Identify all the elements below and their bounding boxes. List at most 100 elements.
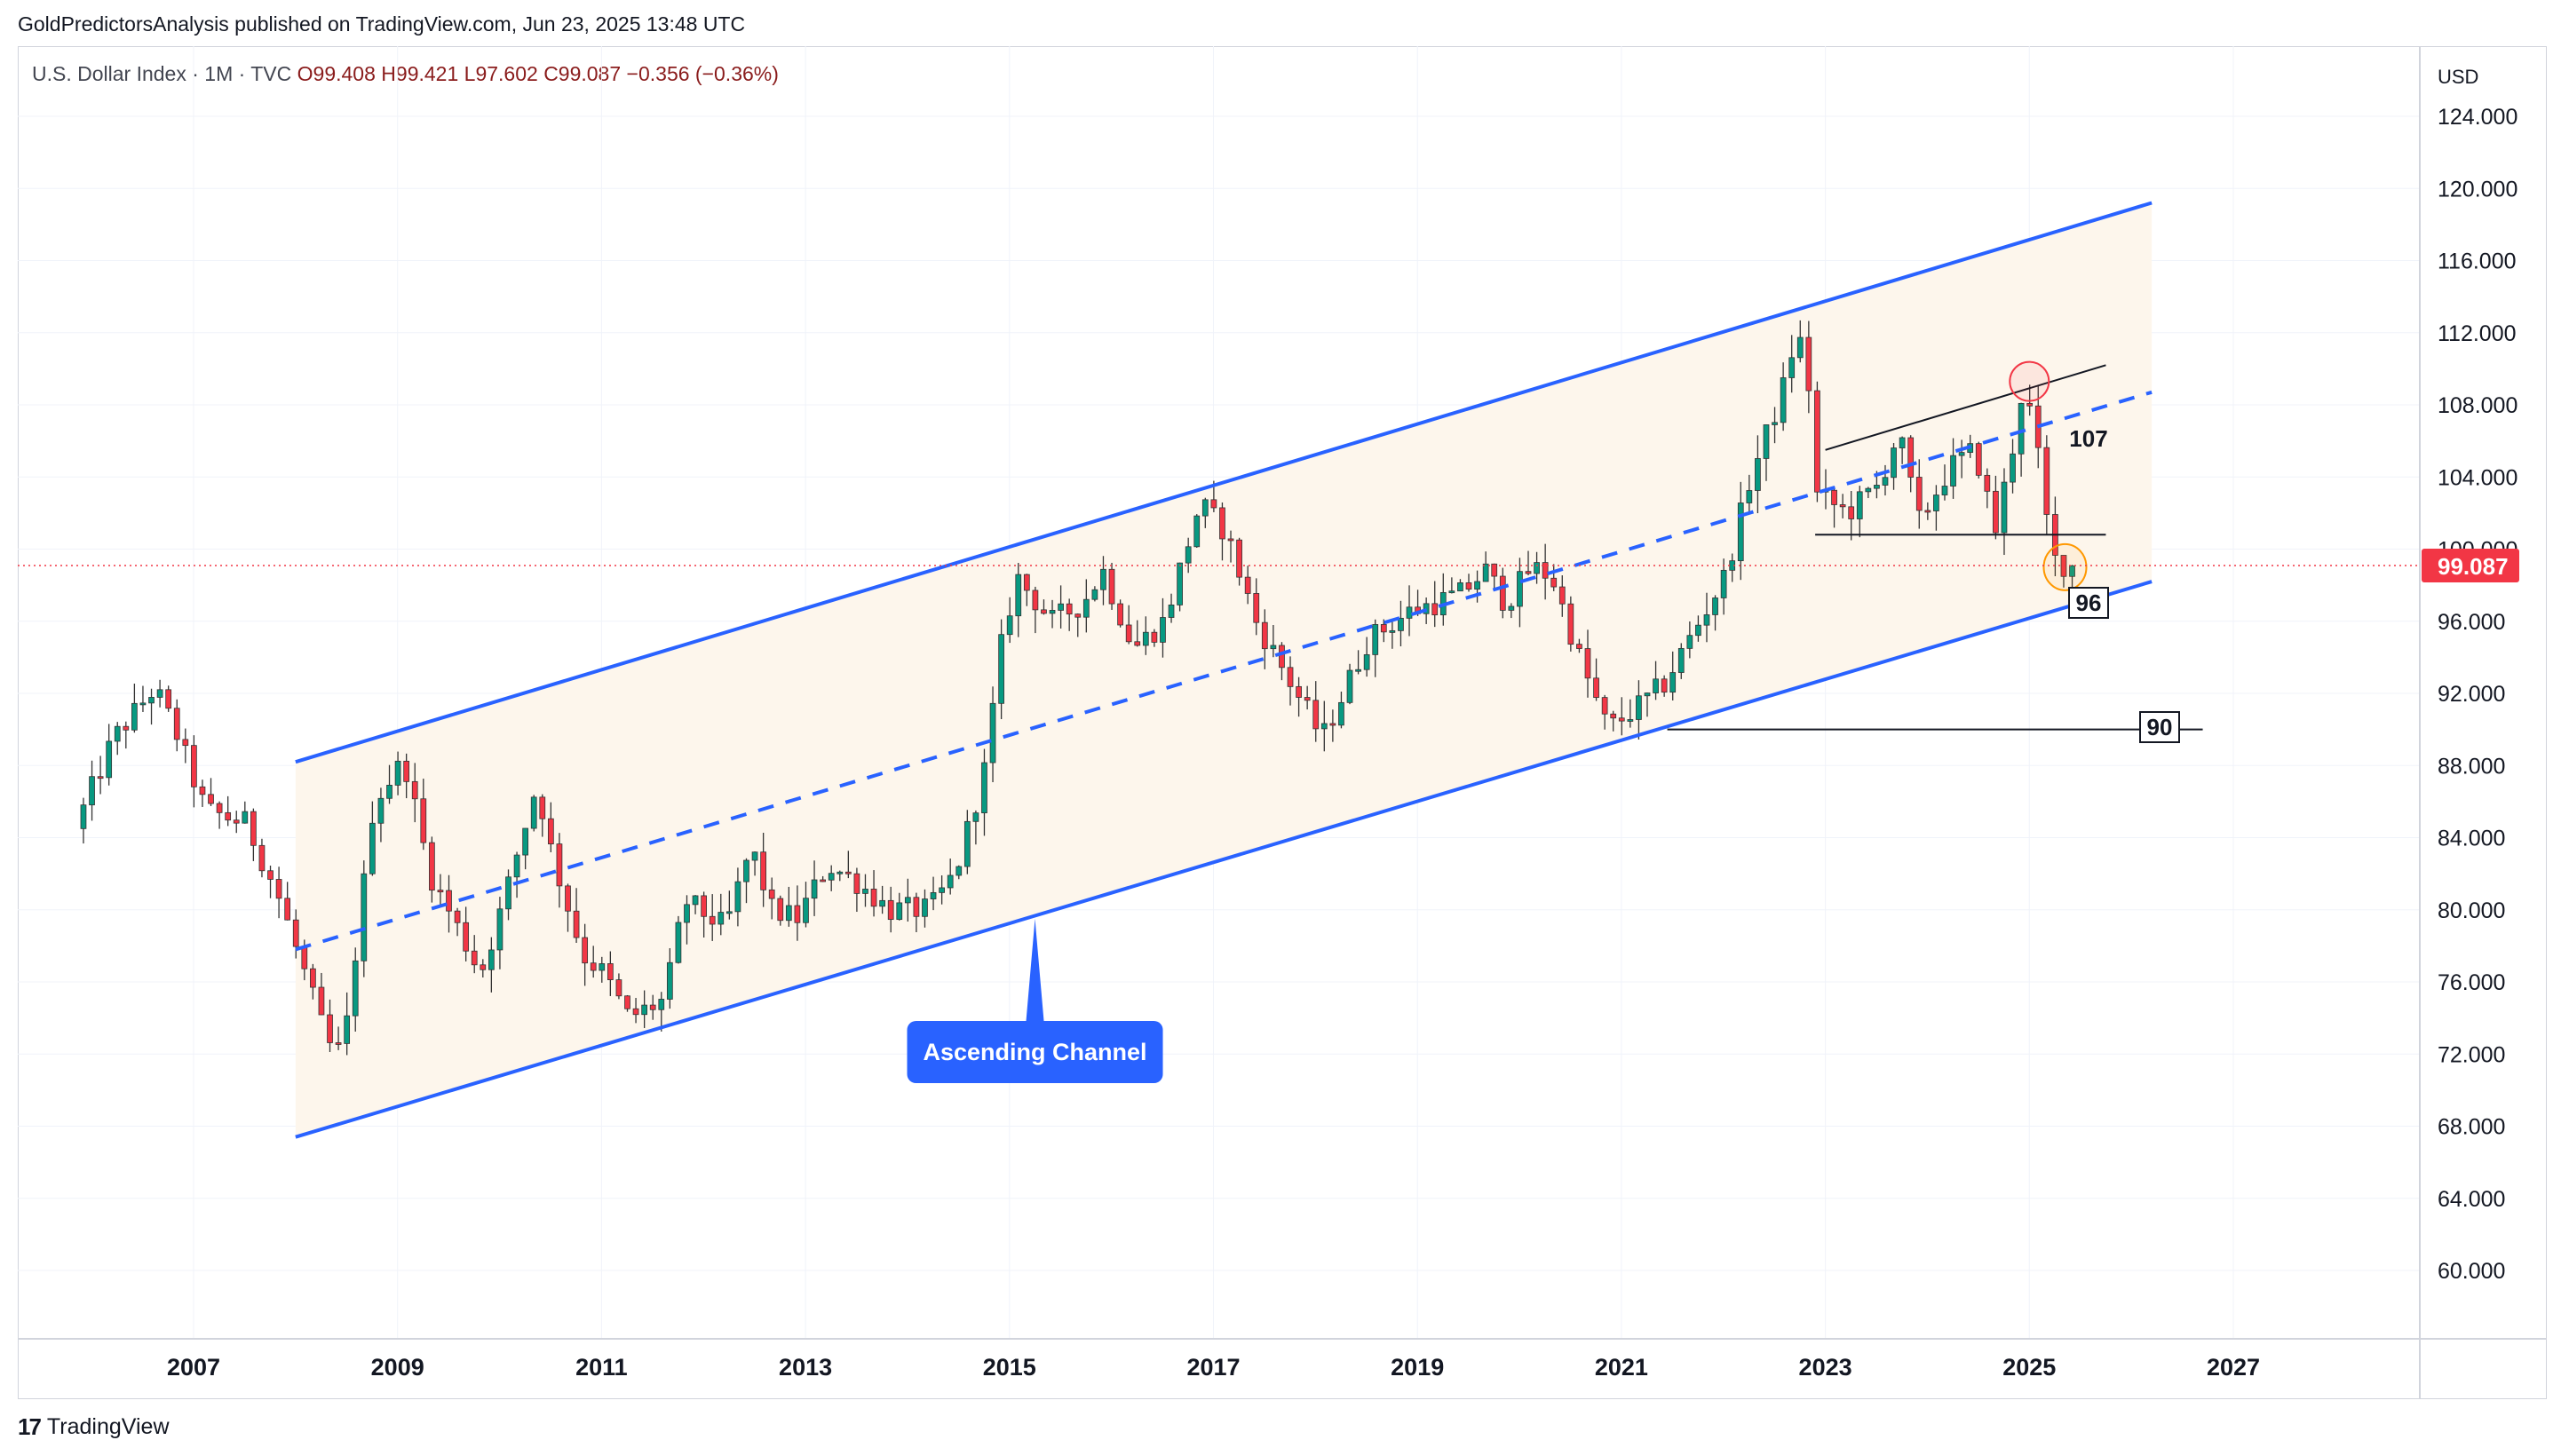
candle-body (1160, 617, 1166, 643)
candle-body (1346, 669, 1353, 703)
y-tick-label: 88.000 (2438, 754, 2505, 779)
candles (80, 320, 2075, 1056)
candle-body (1372, 624, 1379, 655)
candle-body (2069, 565, 2075, 577)
candle-body (1788, 357, 1796, 378)
candle-body (666, 961, 673, 1000)
candle-body (139, 702, 147, 706)
candle-body (1661, 678, 1668, 693)
candle-body (225, 811, 232, 821)
candle-body (267, 870, 274, 880)
y-tick-label: 84.000 (2438, 827, 2505, 851)
candle-body (632, 1008, 639, 1016)
candle-body (1082, 598, 1090, 618)
y-tick-label: 96.000 (2438, 610, 2505, 635)
bottom-circle-marker (2042, 542, 2088, 591)
candle-body (1320, 723, 1328, 730)
candle-body (1389, 629, 1396, 633)
candle-body (1950, 455, 1956, 487)
candle-body (258, 844, 266, 872)
candle-body (1958, 452, 1965, 456)
y-tick-label: 124.000 (2438, 105, 2517, 130)
candle-body (998, 634, 1004, 704)
y-tick-label: 92.000 (2438, 682, 2505, 707)
candle-body (828, 873, 835, 881)
y-tick-label: 68.000 (2438, 1115, 2505, 1140)
candle-body (675, 922, 682, 963)
candle-body (369, 822, 376, 874)
candle-body (1227, 538, 1234, 542)
x-tick-label: 2007 (167, 1354, 220, 1381)
y-tick-label: 112.000 (2438, 321, 2517, 346)
candle-body (930, 891, 937, 899)
candle-body (530, 796, 537, 829)
candle-body (1567, 603, 1574, 645)
callout-label: Ascending Channel (923, 1039, 1146, 1065)
candle-body (1448, 590, 1455, 594)
candle-body (1975, 443, 1982, 476)
candle-body (1134, 641, 1141, 646)
x-tick-label: 2025 (2002, 1354, 2056, 1381)
candle-body (573, 910, 580, 938)
candle-body (522, 827, 529, 856)
candle-body (1593, 677, 1599, 699)
candle-body (1287, 667, 1294, 687)
candle-body (1993, 490, 1999, 534)
candle-body (1839, 504, 1846, 508)
candle-body (1720, 569, 1727, 598)
candle-body (437, 890, 444, 893)
candle-body (1610, 713, 1617, 719)
candle-body (446, 890, 452, 912)
candle-body (1457, 582, 1463, 592)
candle-body (1185, 546, 1192, 564)
candle-body (590, 962, 597, 971)
candle-body (327, 1014, 333, 1043)
candle-body (692, 895, 699, 906)
channel-mid-line (295, 390, 2153, 952)
candle-body (820, 879, 826, 882)
y-tick-label: 76.000 (2438, 970, 2505, 995)
candle-body (794, 905, 801, 923)
candle-body (1006, 615, 1013, 636)
candle-body (1491, 563, 1498, 577)
candle-body (963, 820, 971, 867)
candle-body (853, 873, 860, 894)
candle-body (1831, 489, 1837, 505)
candle-body (1168, 605, 1175, 618)
candle-body (1406, 606, 1413, 619)
candle-body (607, 963, 614, 980)
candle-body (615, 979, 622, 997)
candle-body (1236, 539, 1242, 578)
candle-body (1091, 589, 1098, 600)
y-tick-label: 72.000 (2438, 1042, 2505, 1067)
candle-body (751, 851, 758, 861)
candle-body (1525, 571, 1532, 574)
candle-body (1380, 624, 1387, 633)
candle-body (539, 796, 546, 819)
candle-body (785, 905, 792, 922)
candle-body (947, 874, 954, 889)
x-tick-label: 2013 (779, 1354, 832, 1381)
x-tick-label: 2021 (1595, 1354, 1648, 1381)
candle-body (1304, 697, 1311, 701)
candle-body (1499, 575, 1506, 611)
x-tick-label: 2027 (2207, 1354, 2260, 1381)
ohlc-open: O99.408 (297, 62, 376, 85)
candle-body (411, 780, 418, 800)
candle-body (156, 689, 163, 698)
candle-body (1856, 491, 1863, 519)
candle-body (301, 946, 308, 969)
candle-body (1100, 568, 1106, 590)
ohlc-low: L97.602 (464, 62, 538, 85)
candle-body (811, 879, 818, 899)
candle-body (777, 898, 784, 922)
tradingview-logo-icon: 17 (18, 1413, 42, 1440)
symbol-label: U.S. Dollar Index · 1M · TVC (32, 62, 292, 85)
candle-body (1796, 336, 1804, 359)
candle-body (386, 785, 392, 799)
candle-body (1142, 631, 1149, 646)
level-label-box (2068, 587, 2109, 619)
candle-body (1534, 562, 1540, 574)
candle-body (173, 708, 180, 740)
